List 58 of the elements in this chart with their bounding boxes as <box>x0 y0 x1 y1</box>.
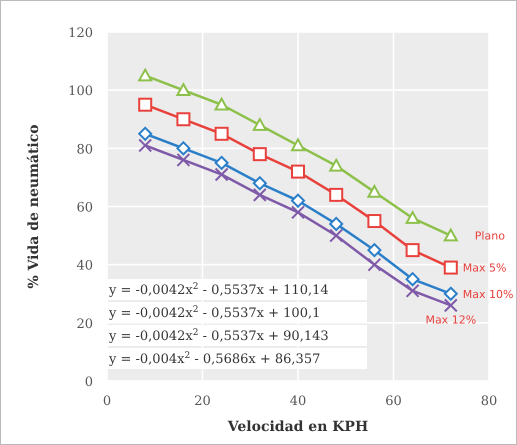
point <box>214 168 229 182</box>
point <box>214 126 229 141</box>
point <box>176 141 190 156</box>
x-tick-label: 20 <box>194 394 211 409</box>
point <box>406 243 420 258</box>
y-tick-label: 60 <box>76 200 93 216</box>
point <box>406 211 420 224</box>
series-label: Max 12% <box>425 313 476 326</box>
point <box>252 118 267 131</box>
point <box>176 112 190 126</box>
series-label: Max 10% <box>462 288 514 301</box>
point <box>252 188 267 202</box>
y-axis-title: % Vida de neumático <box>26 124 42 289</box>
y-tick-label: 80 <box>76 142 93 158</box>
point <box>138 68 152 82</box>
point <box>329 216 344 231</box>
point <box>214 98 229 111</box>
point <box>252 176 267 190</box>
point <box>367 243 382 258</box>
point <box>367 258 382 272</box>
point <box>176 152 190 167</box>
series-label: Max 5% <box>462 262 507 275</box>
point <box>138 126 152 141</box>
point <box>367 214 382 228</box>
x-tick-label: 80 <box>480 394 498 409</box>
point <box>291 194 305 208</box>
point <box>367 184 382 198</box>
point <box>252 147 267 162</box>
point <box>138 138 152 152</box>
annotation: y = -0,004x$^{2}$ - 0,5686x + 86,357 <box>108 351 320 368</box>
point <box>291 138 305 152</box>
x-tick-label: 0 <box>102 394 112 409</box>
x-axis-title: Velocidad en KPH <box>226 419 368 435</box>
y-tick-label: 20 <box>76 316 93 332</box>
point <box>329 188 344 202</box>
point <box>329 228 344 243</box>
y-tick-label: 0 <box>84 375 93 390</box>
point <box>444 298 458 312</box>
point <box>406 272 420 286</box>
series-label: Plano <box>474 230 506 243</box>
point <box>444 228 458 242</box>
y-tick-label: 40 <box>76 258 93 274</box>
x-tick-label: 60 <box>385 394 402 409</box>
point <box>291 205 305 220</box>
point <box>444 286 458 301</box>
point <box>329 158 344 172</box>
x-tick-label: 40 <box>290 394 306 409</box>
y-tick-label: 120 <box>68 26 93 41</box>
annotation: y = -0,0042x$^{2}$ - 0,5537x + 110,14 <box>108 282 329 298</box>
point <box>406 284 420 298</box>
y-tick-label: 100 <box>68 84 93 100</box>
point <box>214 156 229 170</box>
point <box>291 164 305 179</box>
annotation: y = -0,0042x$^{2}$ - 0,5537x + 100,1 <box>108 305 320 322</box>
point <box>444 260 458 275</box>
point <box>176 83 190 96</box>
annotation: y = -0,0042x$^{2}$ - 0,5537x + 90,143 <box>108 328 329 344</box>
point <box>138 98 152 112</box>
